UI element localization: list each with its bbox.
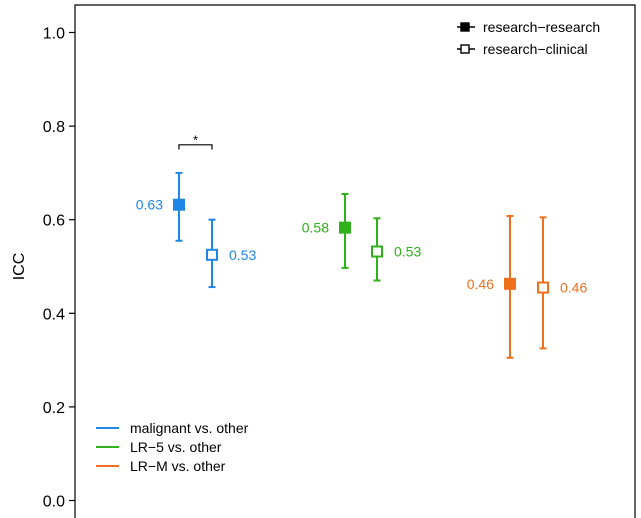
legend-label: research−clinical bbox=[483, 41, 588, 57]
value-label: 0.53 bbox=[229, 247, 256, 263]
legend-label: research−research bbox=[483, 19, 600, 35]
legend-label: malignant vs. other bbox=[130, 420, 249, 436]
y-tick-label: 0.8 bbox=[43, 119, 65, 136]
significance-marker: * bbox=[193, 132, 198, 147]
y-tick-label: 0.0 bbox=[43, 494, 65, 511]
open-square-point bbox=[206, 248, 218, 261]
value-label: 0.46 bbox=[467, 276, 494, 292]
legend-item: LR−5 vs. other bbox=[96, 439, 222, 455]
group-0: 0.63 0.53 * bbox=[136, 132, 256, 289]
legend-item: research−research bbox=[457, 19, 600, 35]
filled-square-icon bbox=[460, 22, 470, 32]
axes bbox=[74, 4, 636, 518]
value-label: 0.46 bbox=[560, 280, 587, 296]
value-label: 0.53 bbox=[394, 244, 421, 260]
legend-item: malignant vs. other bbox=[96, 420, 249, 436]
legend-label: LR−5 vs. other bbox=[130, 439, 222, 455]
plot-frame bbox=[74, 4, 636, 518]
open-square-point bbox=[371, 245, 383, 258]
y-tick-label: 0.4 bbox=[43, 306, 65, 323]
value-label: 0.63 bbox=[136, 197, 163, 213]
comparison-legend: research−research research−clinical bbox=[457, 19, 600, 57]
open-square-icon bbox=[460, 44, 470, 54]
filled-square-point bbox=[339, 221, 351, 234]
open-square-point bbox=[537, 281, 549, 294]
y-tick-label: 1.0 bbox=[43, 26, 65, 43]
legend-item: LR−M vs. other bbox=[96, 458, 226, 474]
legend-item: research−clinical bbox=[457, 41, 588, 57]
y-axis-ticks: 0.0 0.2 0.4 0.6 0.8 1.0 bbox=[43, 26, 75, 511]
group-1: 0.58 0.53 bbox=[302, 192, 421, 282]
significance-bracket bbox=[178, 144, 213, 150]
filled-square-point bbox=[504, 277, 516, 290]
y-axis-label: ICC bbox=[11, 253, 28, 281]
group-legend: malignant vs. other LR−5 vs. other LR−M vs… bbox=[96, 420, 249, 474]
filled-square-point bbox=[173, 198, 185, 211]
y-tick-label: 0.2 bbox=[43, 400, 65, 417]
group-2: 0.46 0.46 bbox=[467, 214, 587, 359]
legend-label: LR−M vs. other bbox=[130, 458, 226, 474]
y-tick-label: 0.6 bbox=[43, 213, 65, 230]
data-marks: 0.63 0.53 * 0.58 0.53 0.46 0.46 bbox=[136, 132, 587, 359]
value-label: 0.58 bbox=[302, 220, 329, 236]
